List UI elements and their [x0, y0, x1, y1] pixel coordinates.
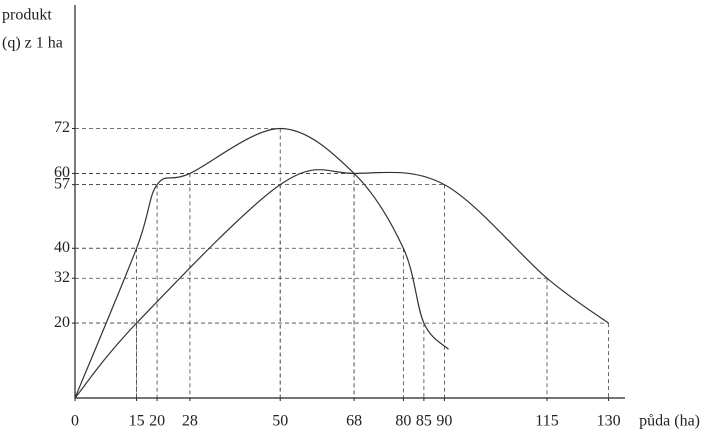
y-tick-label: 72: [54, 119, 70, 136]
curve: [74, 127, 449, 399]
curve: [74, 169, 609, 399]
y-axis-label: (q) z 1 ha: [2, 35, 63, 52]
x-tick-label: 0: [71, 413, 79, 430]
y-tick-label: 57: [54, 175, 70, 192]
x-tick-label: 20: [149, 413, 165, 430]
x-tick-label: 90: [436, 413, 452, 430]
y-tick-label: 60: [54, 164, 70, 181]
y-axis-label: produkt: [2, 7, 52, 24]
x-tick-label: 115: [535, 413, 558, 430]
x-tick-label: 68: [346, 413, 362, 430]
x-axis-label: půda (ha): [639, 413, 700, 430]
x-tick-label: 85: [416, 413, 432, 430]
x-tick-label: 50: [272, 413, 288, 430]
y-tick-label: 40: [54, 239, 70, 256]
y-tick-label: 20: [54, 314, 70, 331]
y-tick-label: 32: [54, 269, 70, 286]
x-tick-label: 28: [182, 413, 198, 430]
x-tick-label: 80: [395, 413, 411, 430]
x-tick-label: 15: [129, 413, 145, 430]
x-tick-label: 130: [597, 413, 621, 430]
